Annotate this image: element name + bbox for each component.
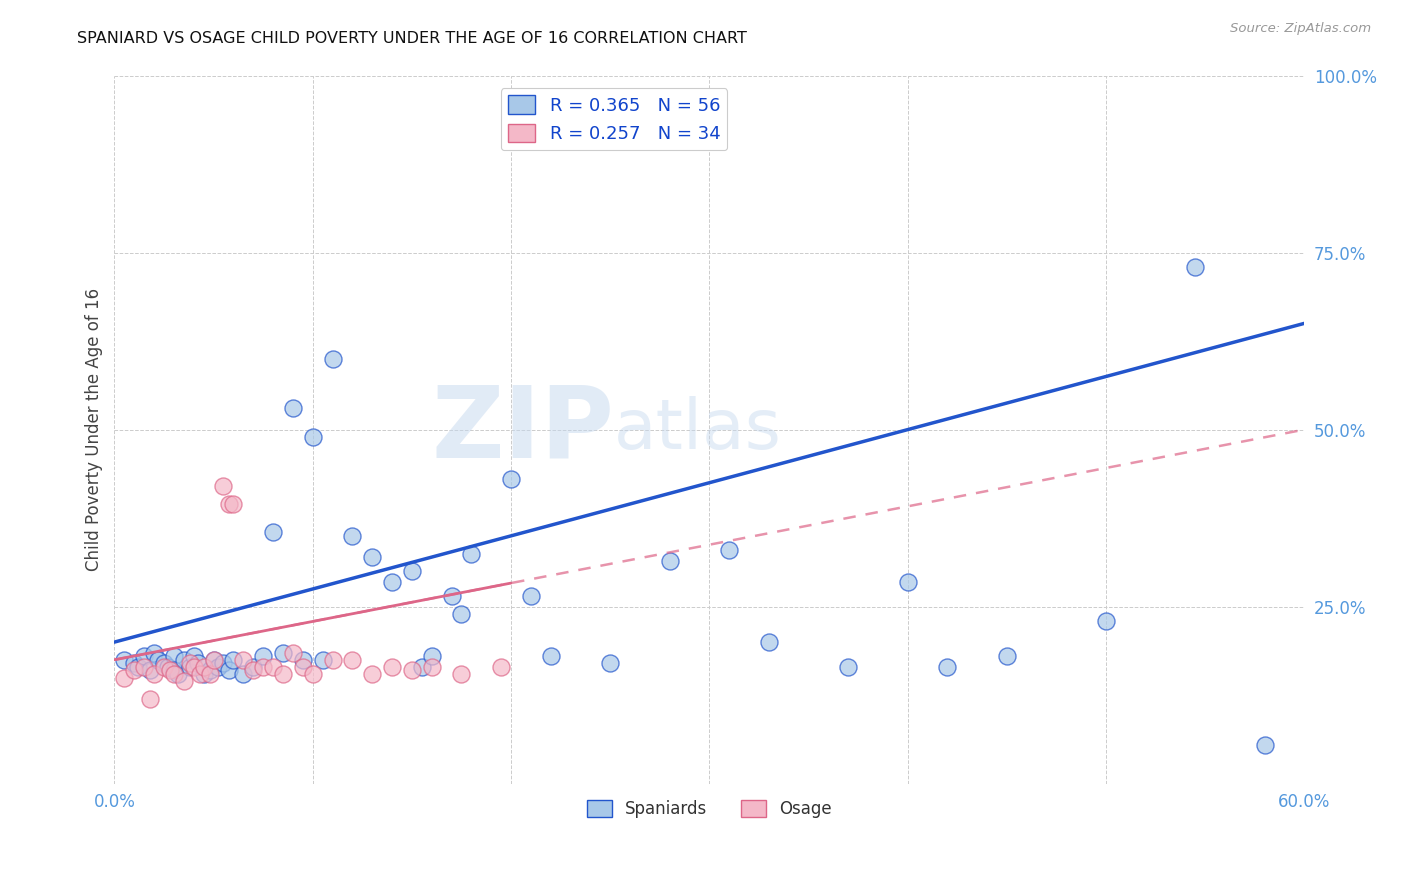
Point: [322, 351, 344, 366]
Point: [202, 653, 225, 667]
Point: [311, 653, 333, 667]
Point: [499, 472, 522, 486]
Point: [173, 653, 195, 667]
Point: [163, 649, 186, 664]
Point: [489, 660, 512, 674]
Point: [218, 497, 240, 511]
Point: [301, 430, 323, 444]
Point: [936, 660, 959, 674]
Point: [262, 525, 284, 540]
Point: [127, 660, 149, 674]
Point: [207, 660, 229, 674]
Point: [1253, 738, 1275, 752]
Point: [252, 649, 274, 664]
Point: [139, 691, 162, 706]
Point: [122, 664, 145, 678]
Point: [146, 653, 169, 667]
Point: [183, 660, 205, 674]
Point: [187, 657, 209, 671]
Point: [112, 671, 135, 685]
Point: [411, 660, 433, 674]
Point: [143, 646, 166, 660]
Point: [252, 660, 274, 674]
Point: [342, 529, 364, 543]
Point: [460, 547, 482, 561]
Point: [361, 550, 384, 565]
Point: [222, 653, 245, 667]
Text: SPANIARD VS OSAGE CHILD POVERTY UNDER THE AGE OF 16 CORRELATION CHART: SPANIARD VS OSAGE CHILD POVERTY UNDER TH…: [77, 31, 747, 46]
Point: [281, 401, 304, 416]
Point: [242, 660, 264, 674]
Point: [139, 664, 162, 678]
Point: [198, 664, 221, 678]
Point: [758, 635, 780, 649]
Point: [540, 649, 562, 664]
Point: [262, 660, 284, 674]
Point: [156, 660, 179, 674]
Text: ZIP: ZIP: [432, 381, 614, 478]
Point: [163, 664, 186, 678]
Point: [381, 574, 404, 589]
Point: [271, 646, 294, 660]
Point: [143, 667, 166, 681]
Point: [381, 660, 404, 674]
Point: [222, 497, 245, 511]
Point: [658, 554, 681, 568]
Point: [995, 649, 1018, 664]
Point: [193, 667, 215, 681]
Legend: Spaniards, Osage: Spaniards, Osage: [581, 794, 838, 825]
Point: [1184, 260, 1206, 274]
Point: [212, 479, 235, 493]
Point: [159, 664, 181, 678]
Point: [134, 660, 156, 674]
Point: [198, 667, 221, 681]
Point: [202, 653, 225, 667]
Point: [153, 660, 176, 674]
Point: [401, 664, 423, 678]
Point: [188, 667, 211, 681]
Point: [718, 543, 741, 558]
Point: [837, 660, 859, 674]
Point: [450, 667, 472, 681]
Point: [193, 660, 215, 674]
Point: [179, 657, 201, 671]
Point: [163, 667, 186, 681]
Y-axis label: Child Poverty Under the Age of 16: Child Poverty Under the Age of 16: [86, 288, 103, 571]
Point: [599, 657, 621, 671]
Point: [401, 564, 423, 578]
Point: [242, 664, 264, 678]
Point: [218, 664, 240, 678]
Point: [420, 649, 443, 664]
Point: [301, 667, 323, 681]
Point: [271, 667, 294, 681]
Point: [167, 667, 190, 681]
Point: [420, 660, 443, 674]
Point: [122, 657, 145, 671]
Point: [440, 589, 463, 603]
Point: [153, 657, 176, 671]
Point: [342, 653, 364, 667]
Text: atlas: atlas: [614, 396, 782, 463]
Point: [1095, 614, 1118, 628]
Point: [179, 660, 201, 674]
Point: [361, 667, 384, 681]
Point: [232, 667, 254, 681]
Point: [291, 653, 314, 667]
Point: [322, 653, 344, 667]
Point: [291, 660, 314, 674]
Point: [212, 657, 235, 671]
Point: [281, 646, 304, 660]
Point: [183, 649, 205, 664]
Point: [450, 607, 472, 621]
Point: [897, 574, 920, 589]
Point: [112, 653, 135, 667]
Point: [232, 653, 254, 667]
Point: [520, 589, 543, 603]
Point: [134, 649, 156, 664]
Text: Source: ZipAtlas.com: Source: ZipAtlas.com: [1230, 22, 1371, 36]
Point: [173, 674, 195, 689]
